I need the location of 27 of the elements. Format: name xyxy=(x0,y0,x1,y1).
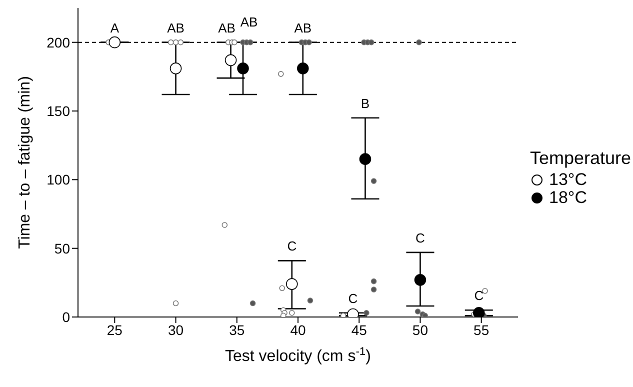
y-tick-label: 200 xyxy=(46,34,70,50)
legend-label: 18°C xyxy=(549,188,587,208)
y-tick-label: 100 xyxy=(46,172,70,188)
annotation: C xyxy=(287,238,297,254)
annotation: AB xyxy=(167,20,184,36)
annotation: AB xyxy=(218,20,236,36)
legend-label: 13°C xyxy=(549,170,587,190)
annotation: B xyxy=(360,96,370,111)
annotation: AB xyxy=(294,20,312,36)
y-tick-label: 0 xyxy=(62,308,70,325)
y-tick-label: 150 xyxy=(46,102,70,119)
annotation: AB xyxy=(240,14,258,30)
y-tick-label: 50 xyxy=(54,240,70,256)
x-tick-label: 35 xyxy=(229,322,245,338)
x-tick-label: 25 xyxy=(106,322,123,338)
annotation: A xyxy=(110,20,120,36)
x-tick-label: 45 xyxy=(351,322,368,338)
legend-title: Temperature xyxy=(530,148,632,169)
x-tick-label: 50 xyxy=(412,322,428,338)
x-axis-title: Test velocity (cm s$^{-1}$) xyxy=(225,346,371,365)
x-tick-label: 40 xyxy=(290,322,306,338)
x-tick-label: 55 xyxy=(474,322,490,338)
annotation: C xyxy=(348,290,358,306)
x-tick-label: 30 xyxy=(168,322,184,338)
annotation: C xyxy=(474,288,484,304)
y-axis-title: Time – to – fatigue (min) xyxy=(16,76,34,249)
annotation: C xyxy=(416,230,425,246)
